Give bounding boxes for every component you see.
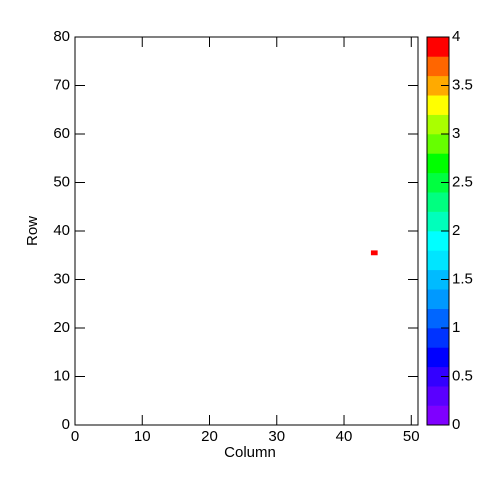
colorbar-band <box>427 250 449 271</box>
colorbar-band <box>427 308 449 329</box>
colorbar-band <box>427 192 449 212</box>
y-tick-label: 70 <box>53 76 70 93</box>
colorbar-band <box>427 95 449 115</box>
x-tick-label: 50 <box>403 428 420 445</box>
y-tick-label: 40 <box>53 222 70 239</box>
colorbar-band <box>427 289 449 309</box>
colorbar-band <box>427 386 449 406</box>
x-tick-label: 20 <box>201 428 218 445</box>
colorbar-tick-label: 0.5 <box>452 367 473 384</box>
colorbar-tick-label: 4 <box>452 28 460 45</box>
colorbar-band <box>427 231 449 251</box>
colorbar-tick-label: 3 <box>452 125 460 142</box>
x-tick-label: 10 <box>134 428 151 445</box>
heatmap-cell <box>370 250 378 256</box>
colorbar-band <box>427 328 449 348</box>
colorbar-tick-label: 2 <box>452 222 460 239</box>
y-tick-label: 20 <box>53 319 70 336</box>
colorbar-band <box>427 405 449 426</box>
colorbar-band <box>427 37 449 57</box>
y-tick-label: 30 <box>53 270 70 287</box>
colorbar-tick-label: 1 <box>452 319 460 336</box>
colorbar-band <box>427 153 449 174</box>
colorbar-tick-label: 1.5 <box>452 270 473 287</box>
colorbar-tick-label: 2.5 <box>452 173 473 190</box>
colorbar-band <box>427 134 449 154</box>
colorbar-band <box>427 366 449 387</box>
colorbar-band <box>427 56 449 77</box>
y-tick-label: 10 <box>53 367 70 384</box>
y-tick-label: 60 <box>53 125 70 142</box>
colorbar-band <box>427 347 449 368</box>
colorbar-band <box>427 75 449 96</box>
x-tick-label: 30 <box>268 428 285 445</box>
x-axis-label: Column <box>224 444 276 461</box>
y-axis-label: Row <box>24 216 41 246</box>
colorbar-tick-label: 3.5 <box>452 76 473 93</box>
y-tick-label: 80 <box>53 28 70 45</box>
y-tick-label: 50 <box>53 173 70 190</box>
colorbar-band <box>427 114 449 135</box>
y-tick-label: 0 <box>62 416 70 433</box>
colorbar-tick-label: 0 <box>452 416 460 433</box>
colorbar-band <box>427 172 449 193</box>
colorbar-band <box>427 269 449 290</box>
colorbar-band <box>427 211 449 232</box>
x-tick-label: 40 <box>336 428 353 445</box>
x-tick-label: 0 <box>71 428 79 445</box>
